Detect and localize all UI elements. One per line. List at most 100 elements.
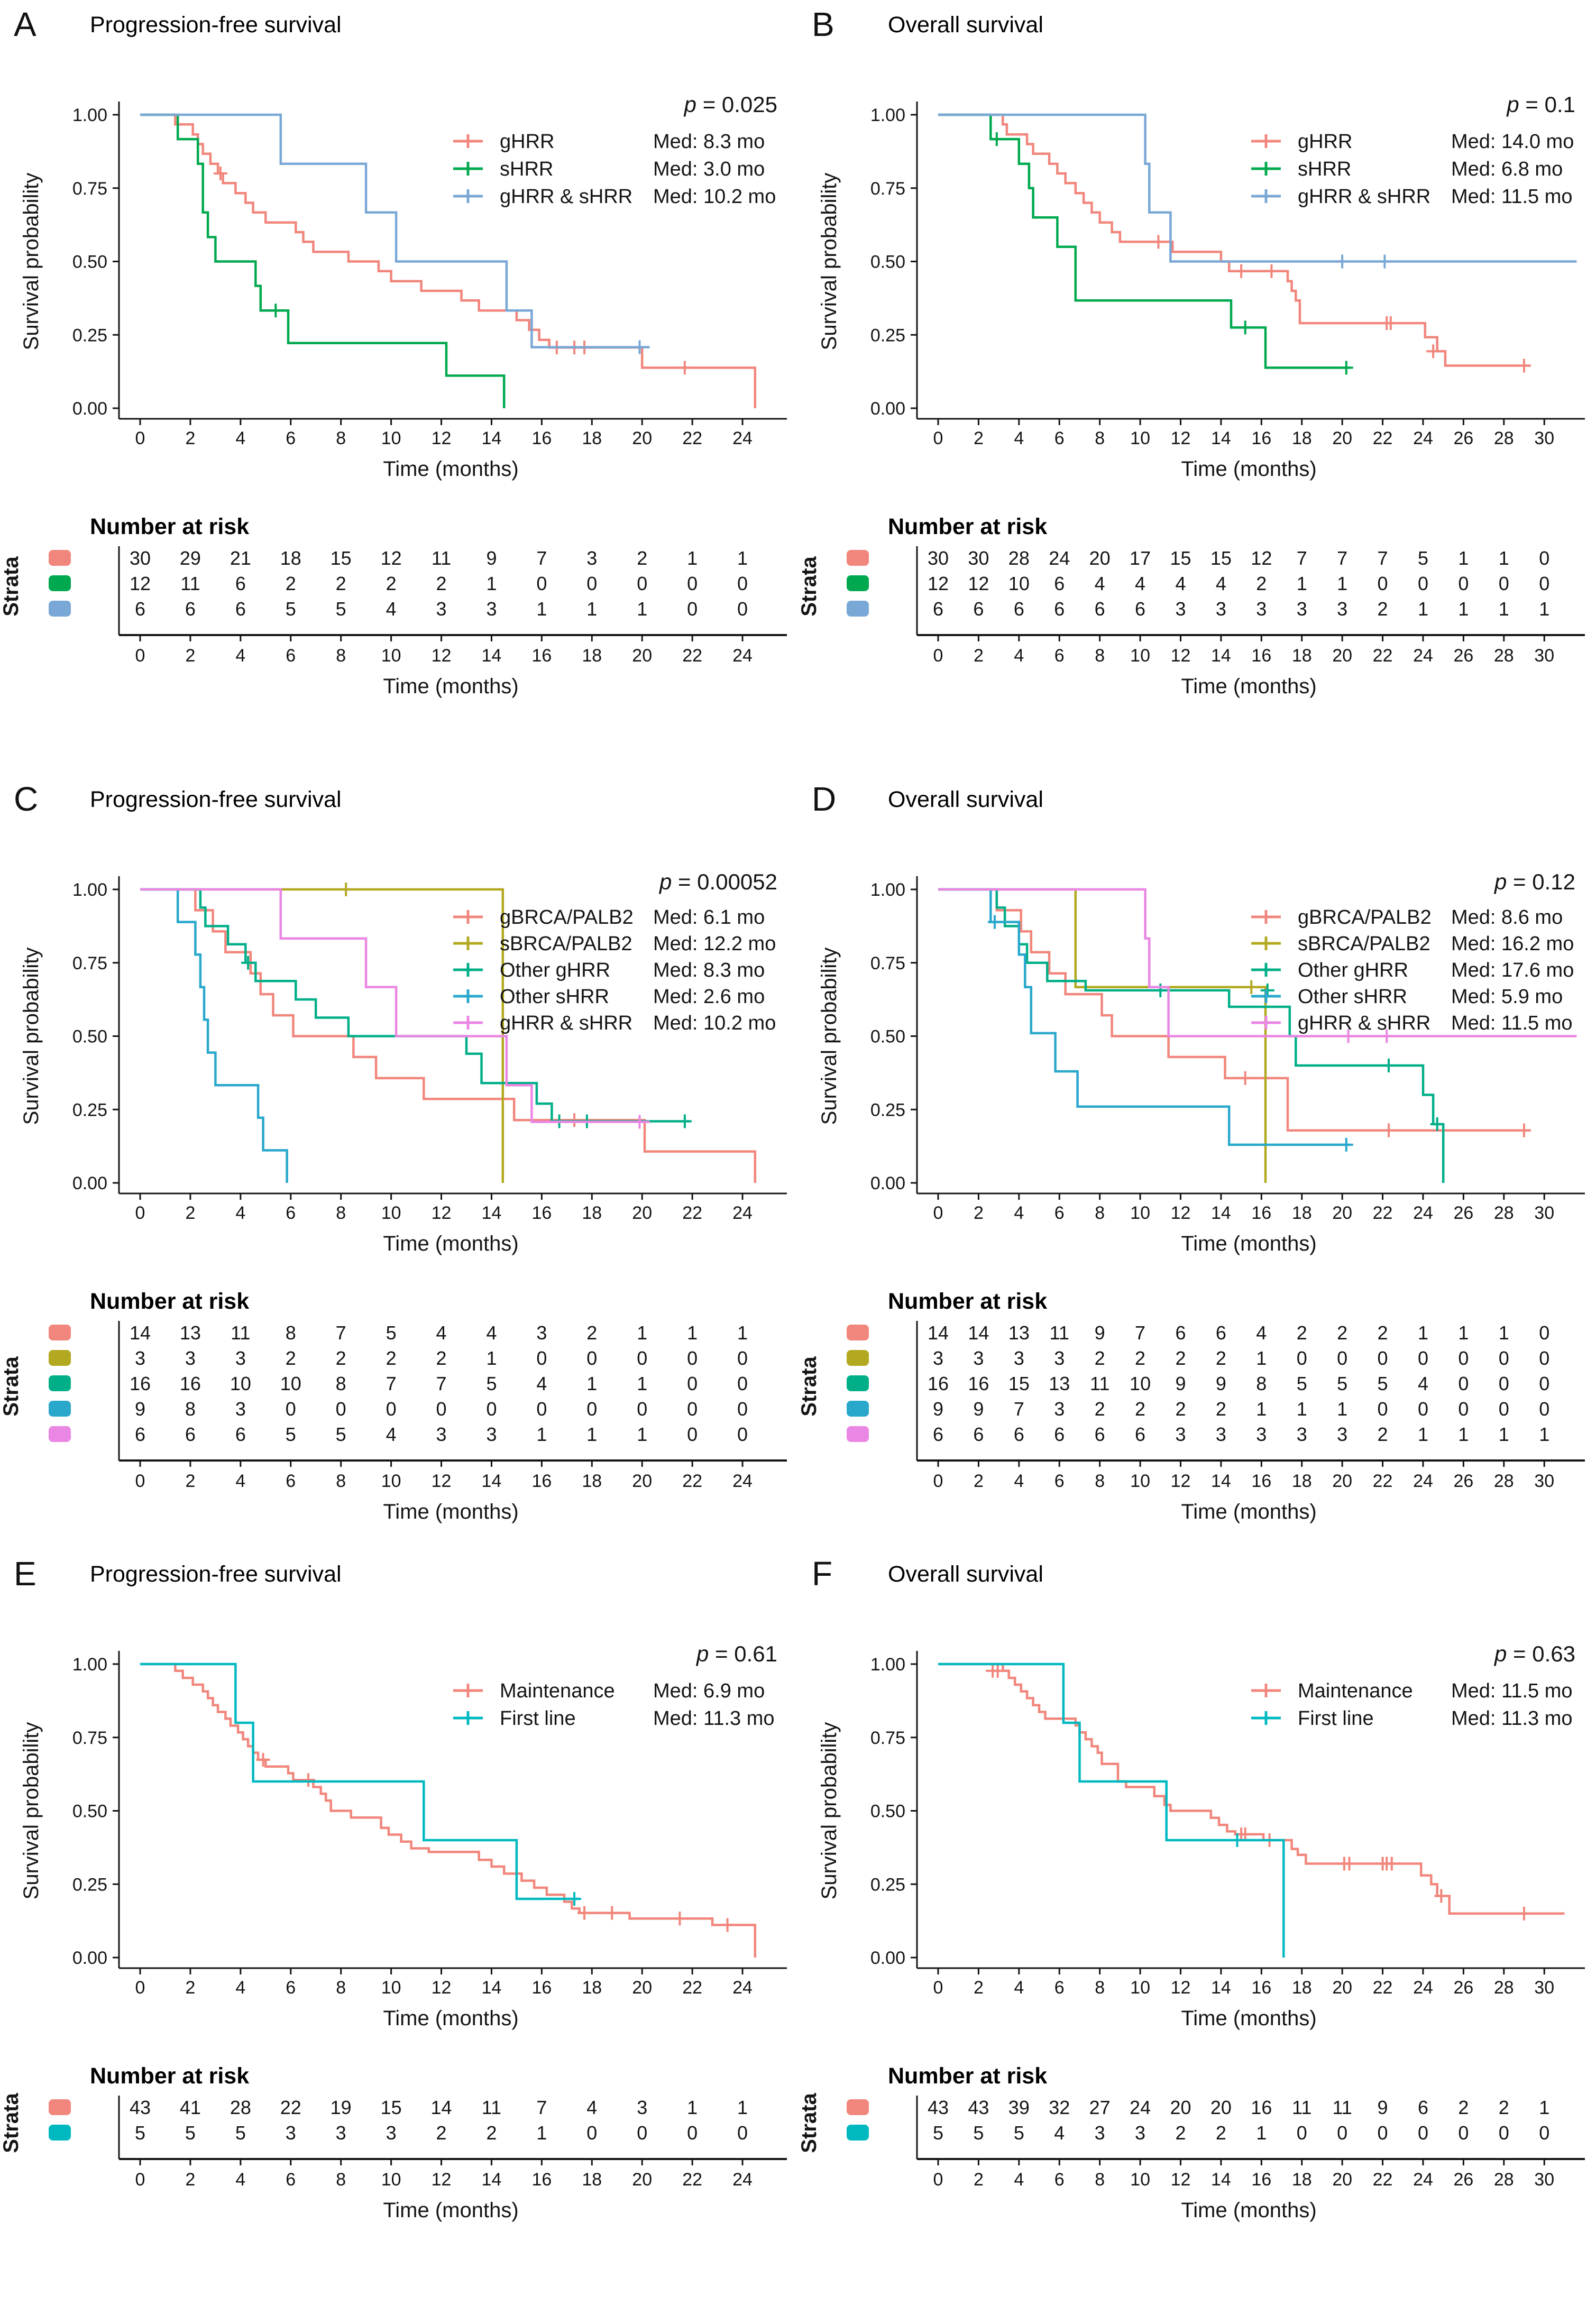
svg-text:16: 16: [1251, 1978, 1271, 1998]
risk-count: 0: [586, 2122, 597, 2144]
risk-count: 19: [331, 2097, 352, 2118]
risk-count: 5: [1337, 1373, 1347, 1394]
svg-text:18: 18: [1292, 428, 1312, 448]
y-axis-title: Survival probability: [20, 173, 43, 351]
strata-swatch: [49, 1375, 71, 1391]
x-axis-title: Time (months): [1181, 2007, 1316, 2030]
svg-text:8: 8: [1095, 1203, 1105, 1223]
km-curve-other-shrr: [140, 888, 288, 1183]
svg-text:2: 2: [974, 1203, 984, 1223]
risk-count: 9: [933, 1398, 943, 1420]
risk-count: 1: [637, 1423, 647, 1445]
svg-text:18: 18: [582, 428, 602, 448]
svg-text:28: 28: [1494, 1978, 1514, 1998]
risk-count: 0: [536, 573, 547, 594]
risk-count: 4: [386, 1423, 397, 1445]
svg-text:16: 16: [531, 428, 552, 448]
strata-swatch: [847, 1401, 869, 1417]
svg-text:24: 24: [732, 1471, 753, 1491]
km-curve-other-ghrr: [140, 888, 690, 1123]
svg-text:16: 16: [531, 2170, 552, 2190]
svg-text:0: 0: [135, 428, 145, 448]
risk-count: 3: [235, 1398, 246, 1420]
risk-count: 1: [1458, 598, 1469, 620]
legend-label: sHRR: [500, 158, 553, 180]
risk-count: 9: [973, 1398, 984, 1420]
risk-count: 4: [1054, 2122, 1065, 2144]
svg-text:0.25: 0.25: [72, 325, 107, 345]
risk-count: 0: [687, 573, 698, 594]
svg-text:6: 6: [286, 428, 296, 448]
legend-median: Med: 10.2 mo: [653, 186, 776, 208]
panel-a: A Progression-free survival 0.00 0.25 0.50…: [0, 0, 798, 775]
panel-header: B Overall survival: [798, 0, 1596, 56]
svg-text:12: 12: [1171, 1471, 1191, 1491]
svg-text:0.75: 0.75: [870, 1728, 905, 1748]
svg-text:10: 10: [1130, 646, 1150, 666]
km-plot: 0.00 0.25 0.50 0.75 1.00 0 2 4 6 8 10 12 14 16 18 20 22 2…: [798, 1619, 1596, 2058]
svg-text:2: 2: [185, 428, 195, 448]
risk-count: 0: [1539, 573, 1549, 594]
svg-text:12: 12: [1171, 1978, 1191, 1998]
risk-count: 30: [928, 547, 949, 569]
svg-text:8: 8: [336, 1203, 346, 1223]
panel-c: C Progression-free survival 0.00 0.25 0.50…: [0, 775, 798, 1549]
km-curve-first-line: [938, 1662, 1285, 1958]
risk-count: 16: [928, 1373, 949, 1394]
risk-count: 10: [230, 1373, 251, 1394]
svg-text:8: 8: [1095, 2170, 1105, 2190]
risk-count: 2: [436, 2122, 447, 2144]
svg-text:0.00: 0.00: [72, 1948, 107, 1968]
risk-count: 4: [386, 598, 397, 620]
svg-text:16: 16: [531, 646, 552, 666]
svg-text:1.00: 1.00: [72, 1655, 107, 1675]
svg-text:26: 26: [1453, 646, 1473, 666]
risk-count: 4: [486, 1322, 497, 1344]
risk-count: 4: [1216, 573, 1226, 594]
p-value: p = 0.1: [1506, 92, 1575, 117]
risk-count: 1: [687, 2097, 698, 2118]
risk-count: 0: [687, 1347, 698, 1369]
svg-text:10: 10: [1130, 1471, 1150, 1491]
risk-table-heading: Number at risk: [90, 1289, 250, 1314]
panel-title: Overall survival: [888, 1561, 1043, 1587]
risk-count: 11: [1050, 1322, 1069, 1344]
strata-swatch: [847, 1350, 869, 1366]
risk-count: 5: [1378, 1373, 1388, 1394]
km-plot: 0.00 0.25 0.50 0.75 1.00 0 2 4 6 8 10 12 14 16 18 20 22 2…: [798, 844, 1596, 1283]
km-curve-ghrr-amp-shrr: [140, 113, 650, 348]
risk-count: 11: [1090, 1373, 1109, 1394]
risk-count: 0: [1337, 1347, 1347, 1369]
legend-label: sHRR: [1298, 158, 1351, 180]
risk-count: 2: [637, 547, 647, 569]
panel-f: F Overall survival 0.00 0.25 0.50 0.75 1.00 0…: [798, 1549, 1596, 2324]
strata-label: Strata: [0, 556, 23, 617]
risk-count: 8: [1256, 1373, 1267, 1394]
risk-count: 1: [1499, 547, 1509, 569]
svg-text:12: 12: [432, 428, 452, 448]
risk-count: 2: [1378, 598, 1388, 620]
risk-count: 2: [336, 1347, 346, 1369]
legend-median: Med: 8.3 mo: [653, 959, 765, 981]
risk-count: 6: [973, 598, 984, 620]
risk-count: 6: [1014, 598, 1024, 620]
panel-title: Progression-free survival: [90, 12, 342, 38]
km-curve-gbrca-palb2: [140, 888, 757, 1183]
risk-count: 6: [1418, 2097, 1428, 2118]
p-value: p = 0.63: [1493, 1641, 1575, 1666]
risk-count: 1: [1256, 1347, 1267, 1369]
x-axis-title: Time (months): [383, 2007, 518, 2030]
legend-label: gBRCA/PALB2: [500, 906, 634, 929]
svg-text:0.50: 0.50: [870, 1027, 905, 1047]
risk-count: 6: [185, 598, 196, 620]
risk-count: 0: [486, 1398, 497, 1420]
risk-count: 0: [1378, 573, 1388, 594]
svg-text:6: 6: [286, 1203, 296, 1223]
svg-text:0: 0: [933, 1978, 943, 1998]
risk-table: Strata 43 43 39 32 27 24 20 20 16 11 11 9 6 2 2 1 5 5 5 4 3 3 2…: [798, 2092, 1596, 2236]
svg-text:0.50: 0.50: [72, 1802, 107, 1822]
svg-text:12: 12: [1171, 646, 1191, 666]
risk-count: 7: [386, 1373, 397, 1394]
risk-count: 3: [1337, 1423, 1347, 1445]
svg-text:16: 16: [1251, 2170, 1271, 2190]
